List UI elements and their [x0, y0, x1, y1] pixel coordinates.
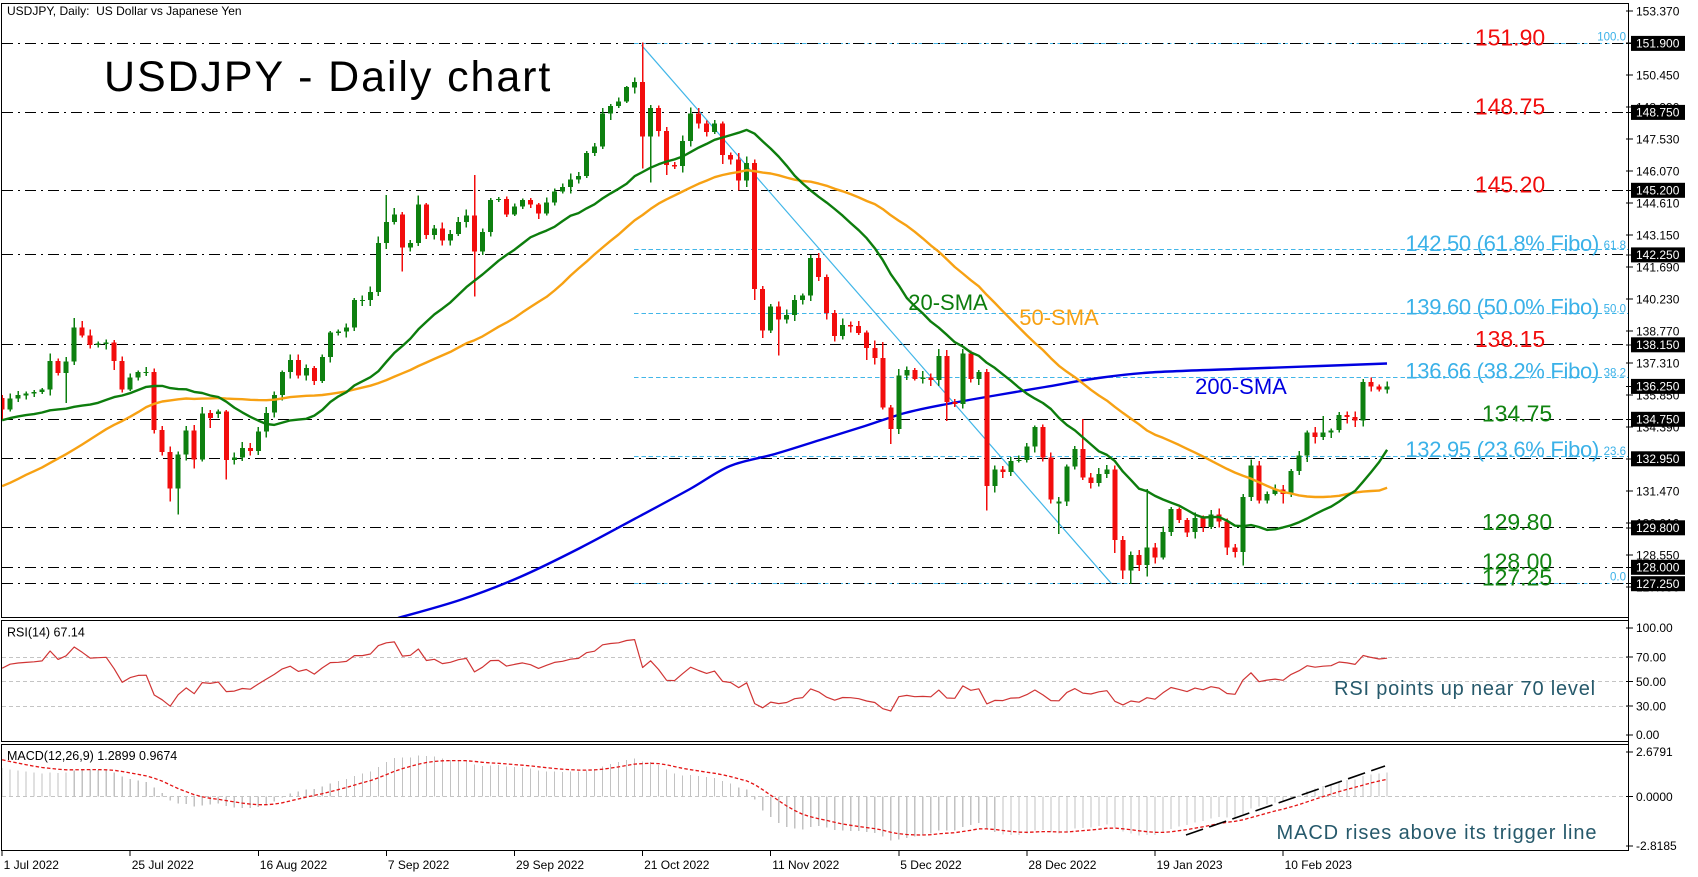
svg-text:150.450: 150.450	[1636, 68, 1680, 82]
svg-text:127.250: 127.250	[1636, 577, 1680, 591]
svg-text:138.150: 138.150	[1636, 338, 1680, 352]
svg-text:143.150: 143.150	[1636, 228, 1680, 242]
svg-text:50.00: 50.00	[1636, 675, 1666, 689]
svg-text:100.00: 100.00	[1636, 621, 1673, 635]
svg-text:129.80: 129.80	[1482, 509, 1552, 535]
svg-text:151.90: 151.90	[1475, 24, 1545, 50]
svg-text:28 Dec 2022: 28 Dec 2022	[1028, 858, 1096, 872]
svg-text:140.230: 140.230	[1636, 292, 1680, 306]
svg-text:MACD rises above its trigger l: MACD rises above its trigger line	[1277, 822, 1598, 844]
svg-text:142.50 (61.8% Fibo): 142.50 (61.8% Fibo)	[1405, 231, 1599, 256]
svg-text:139.60 (50.0% Fibo): 139.60 (50.0% Fibo)	[1405, 295, 1599, 320]
svg-text:38.2: 38.2	[1604, 367, 1626, 379]
svg-text:16 Aug 2022: 16 Aug 2022	[260, 858, 328, 872]
svg-text:146.070: 146.070	[1636, 164, 1680, 178]
svg-text:50.0: 50.0	[1604, 304, 1626, 316]
svg-text:151.900: 151.900	[1636, 37, 1680, 51]
svg-text:148.750: 148.750	[1636, 106, 1680, 120]
svg-text:RSI(14) 67.14: RSI(14) 67.14	[7, 626, 85, 640]
svg-text:5 Dec 2022: 5 Dec 2022	[900, 858, 962, 872]
svg-text:138.770: 138.770	[1636, 324, 1680, 338]
svg-text:20-SMA: 20-SMA	[908, 290, 988, 315]
svg-text:USDJPY - Daily chart: USDJPY - Daily chart	[104, 53, 552, 101]
svg-text:7 Sep 2022: 7 Sep 2022	[388, 858, 450, 872]
svg-text:132.950: 132.950	[1636, 452, 1680, 466]
svg-text:200-SMA: 200-SMA	[1195, 374, 1287, 399]
svg-text:25 Jul 2022: 25 Jul 2022	[132, 858, 194, 872]
svg-text:128.550: 128.550	[1636, 548, 1680, 562]
svg-text:100.0: 100.0	[1597, 31, 1626, 43]
svg-text:70.00: 70.00	[1636, 650, 1666, 664]
svg-text:-2.8185: -2.8185	[1636, 839, 1677, 853]
svg-text:145.20: 145.20	[1475, 171, 1545, 197]
svg-text:129.800: 129.800	[1636, 521, 1680, 535]
svg-text:134.750: 134.750	[1636, 413, 1680, 427]
svg-text:147.530: 147.530	[1636, 132, 1680, 146]
svg-text:10 Feb 2023: 10 Feb 2023	[1285, 858, 1353, 872]
svg-text:145.200: 145.200	[1636, 184, 1680, 198]
svg-text:141.690: 141.690	[1636, 260, 1680, 274]
svg-text:138.15: 138.15	[1475, 326, 1545, 352]
svg-text:0.0000: 0.0000	[1636, 790, 1673, 804]
svg-text:1 Jul 2022: 1 Jul 2022	[4, 858, 60, 872]
svg-text:137.310: 137.310	[1636, 356, 1680, 370]
svg-text:148.75: 148.75	[1475, 93, 1545, 119]
svg-text:29 Sep 2022: 29 Sep 2022	[516, 858, 584, 872]
svg-text:144.610: 144.610	[1636, 196, 1680, 210]
svg-text:USDJPY, Daily: US Dollar vs J: USDJPY, Daily: US Dollar vs Japanese Yen	[7, 4, 242, 18]
svg-text:134.75: 134.75	[1482, 400, 1552, 426]
svg-text:23.6: 23.6	[1604, 446, 1626, 458]
svg-text:MACD(12,26,9) 1.2899 0.9674: MACD(12,26,9) 1.2899 0.9674	[7, 749, 177, 763]
svg-text:128.00: 128.00	[1482, 548, 1552, 574]
svg-text:50-SMA: 50-SMA	[1019, 305, 1099, 330]
svg-text:21 Oct 2022: 21 Oct 2022	[644, 858, 710, 872]
svg-text:136.66 (38.2% Fibo): 136.66 (38.2% Fibo)	[1405, 358, 1599, 383]
svg-text:136.250: 136.250	[1636, 380, 1680, 394]
svg-text:128.000: 128.000	[1636, 561, 1680, 575]
svg-text:19 Jan 2023: 19 Jan 2023	[1157, 858, 1223, 872]
svg-text:131.470: 131.470	[1636, 484, 1680, 498]
svg-text:132.95 (23.6% Fibo): 132.95 (23.6% Fibo)	[1405, 437, 1599, 462]
svg-text:RSI points up near 70 level: RSI points up near 70 level	[1334, 678, 1596, 700]
svg-text:0.0: 0.0	[1610, 572, 1626, 584]
svg-text:61.8: 61.8	[1604, 240, 1626, 252]
svg-text:11 Nov 2022: 11 Nov 2022	[772, 858, 839, 872]
svg-text:127.25: 127.25	[1482, 565, 1552, 591]
svg-text:30.00: 30.00	[1636, 699, 1666, 713]
svg-text:142.250: 142.250	[1636, 248, 1680, 262]
svg-text:0.00: 0.00	[1636, 728, 1660, 742]
svg-text:2.6791: 2.6791	[1636, 745, 1673, 759]
svg-text:153.370: 153.370	[1636, 4, 1680, 18]
